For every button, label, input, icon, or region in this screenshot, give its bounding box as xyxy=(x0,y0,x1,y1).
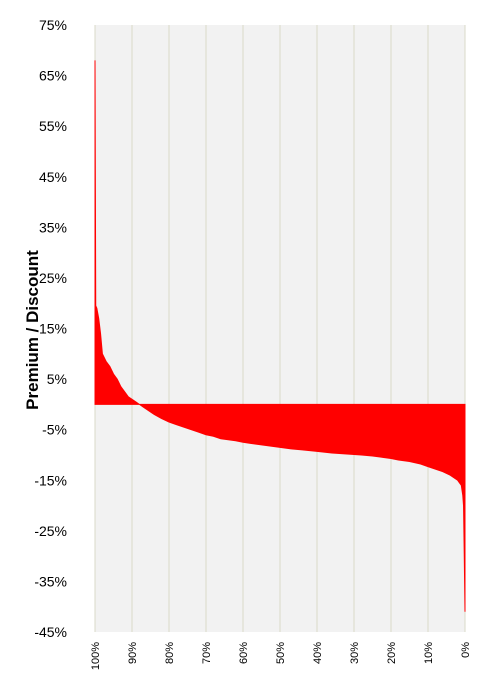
x-tick-label: 70% xyxy=(201,642,213,664)
x-tick-label: 30% xyxy=(349,642,361,664)
x-tick-label: 100% xyxy=(90,642,102,670)
x-tick-label: 40% xyxy=(312,642,324,664)
y-tick-label: 5% xyxy=(47,371,67,387)
x-tick-label: 10% xyxy=(423,642,435,664)
y-tick-label: 25% xyxy=(39,270,67,286)
y-tick-label: 45% xyxy=(39,169,67,185)
x-tick-label: 80% xyxy=(164,642,176,664)
y-tick-label: -5% xyxy=(42,422,67,438)
y-tick-label: 15% xyxy=(39,321,67,337)
y-tick-label: 55% xyxy=(39,118,67,134)
y-tick-label: 35% xyxy=(39,219,67,235)
x-tick-label: 60% xyxy=(238,642,250,664)
x-axis-ticks: 100% 90% 80% 70% 60% 50% 40% 30% 20% 10% 0% xyxy=(90,642,472,670)
x-tick-label: 50% xyxy=(275,642,287,664)
series-layer xyxy=(94,60,466,612)
y-tick-label: -35% xyxy=(34,573,67,589)
y-tick-label: -25% xyxy=(34,523,67,539)
x-tick-label: 90% xyxy=(127,642,139,664)
y-tick-label: 75% xyxy=(39,17,67,33)
y-tick-label: 65% xyxy=(39,68,67,84)
y-axis-label: Premium / Discount xyxy=(23,250,42,410)
y-axis-ticks: 75% 65% 55% 45% 35% 25% 15% 5% -5% -15% -25% -35% -4… xyxy=(34,17,67,640)
x-tick-label: 0% xyxy=(460,642,472,658)
y-tick-label: -15% xyxy=(34,472,67,488)
y-tick-label: -45% xyxy=(34,624,67,640)
x-tick-label: 20% xyxy=(386,642,398,664)
premium-discount-area xyxy=(94,60,466,612)
